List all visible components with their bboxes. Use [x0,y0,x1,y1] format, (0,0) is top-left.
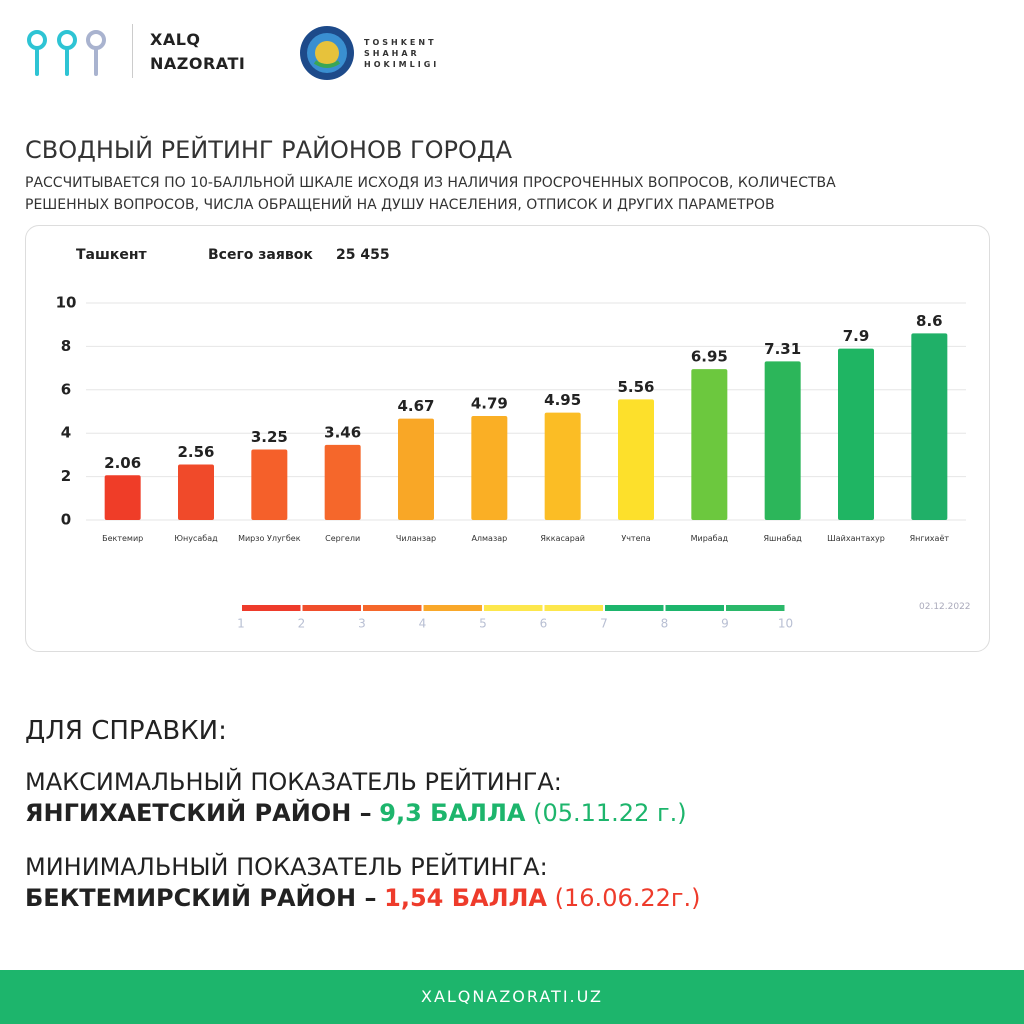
scale-segment [484,605,543,611]
partner-line: HOKIMLIGI [364,60,440,69]
subtitle-line: РАССЧИТЫВАЕТСЯ ПО 10-БАЛЛЬНОЙ ШКАЛЕ ИСХО… [25,175,836,191]
scale-segment [363,605,422,611]
value-label: 2.06 [104,454,141,472]
partner-line: TOSHKENT [364,38,437,47]
value-label: 4.67 [397,397,434,415]
scale-label: 2 [298,617,306,631]
bar [618,399,654,520]
scale-segment [726,605,785,611]
value-label: 3.46 [324,423,361,441]
min-score: 1,54 БАЛЛА [384,884,548,912]
max-label: МАКСИМАЛЬНЫЙ ПОКАЗАТЕЛЬ РЕЙТИНГА: [25,768,562,796]
scale-label: 7 [600,617,608,631]
x-tick-label: Яшнабад [763,534,802,543]
y-tick-label: 10 [56,294,77,312]
total-label: Всего заявок [208,247,313,263]
subtitle-line: РЕШЕННЫХ ВОПРОСОВ, ЧИСЛА ОБРАЩЕНИЙ НА ДУ… [25,197,775,213]
x-tick-label: Мирзо Улугбек [238,534,301,543]
brand-name: XALQ NAZORATI [150,28,245,76]
max-line: ЯНГИХАЕТСКИЙ РАЙОН – 9,3 БАЛЛА (05.11.22… [25,799,687,827]
min-district: БЕКТЕМИРСКИЙ РАЙОН – [25,884,377,912]
brand-line: NAZORATI [150,54,246,73]
scale-segment [423,605,482,611]
chart-card: Ташкент Всего заявок 25 455 02.12.2022 0… [25,225,990,652]
chart: 0 2 4 6 8 10 2.06 2.56 3.25 3.46 4.67 4.79 4.95 5.56 6… [56,294,966,631]
scale-label: 5 [479,617,487,631]
x-tick-label: Юнусабад [174,534,218,543]
x-tick-label: Янгихаёт [909,534,950,543]
value-label: 8.6 [916,312,943,330]
y-tick-label: 4 [61,424,71,442]
value-label: 4.79 [471,395,508,413]
brand-logo [27,30,106,76]
value-label: 3.25 [251,428,288,446]
min-line: БЕКТЕМИРСКИЙ РАЙОН – 1,54 БАЛЛА (16.06.2… [25,884,701,912]
scale-segment [302,605,361,611]
scale-segment [544,605,603,611]
max-district: ЯНГИХАЕТСКИЙ РАЙОН – [25,799,372,827]
bar [251,449,288,520]
scale-segment [665,605,724,611]
x-tick-label: Алмазар [471,534,508,543]
y-tick-label: 6 [61,380,71,398]
x-tick-label: Чиланзар [395,534,437,543]
x-tick-label: Яккасарай [540,534,585,543]
total: 25 455 [336,247,390,263]
scale-label: 6 [540,617,548,631]
partner-name: TOSHKENT SHAHAR HOKIMLIGI [364,37,439,70]
max-score: 9,3 БАЛЛА [379,799,526,827]
x-tick-label: Шайхантахур [827,534,885,543]
bar [838,348,874,520]
y-tick-label: 0 [61,511,71,529]
x-tick-label: Мирабад [690,534,729,543]
title: СВОДНЫЙ РЕЙТИНГ РАЙОНОВ ГОРОДА [25,136,513,164]
city: Ташкент [76,247,147,263]
footer: XALQNAZORATI.UZ [0,970,1024,1024]
bar [178,464,214,520]
bar [764,361,801,520]
y-tick-label: 2 [61,467,71,485]
divider [132,24,133,78]
bar [398,418,434,520]
max-date: (05.11.22 г.) [533,799,687,827]
value-label: 4.95 [544,391,581,409]
x-tick-label: Бектемир [102,534,144,543]
scale-segment [605,605,664,611]
value-label: 7.31 [764,340,801,358]
scale-segment [242,605,301,611]
scale-label: 8 [661,617,669,631]
bar [471,416,508,520]
partner-line: SHAHAR [364,49,420,58]
bar [324,444,361,520]
scale-label: 1 [237,617,245,631]
scale-label: 3 [358,617,366,631]
scale-label: 9 [721,617,729,631]
min-label: МИНИМАЛЬНЫЙ ПОКАЗАТЕЛЬ РЕЙТИНГА: [25,853,548,881]
x-tick-label: Сергели [325,534,361,543]
reference-heading: ДЛЯ СПРАВКИ: [25,716,227,746]
scale-label: 10 [778,617,793,631]
scale-label: 4 [419,617,427,631]
value-label: 5.56 [617,378,654,396]
y-tick-label: 8 [61,337,71,355]
emblem [300,26,354,80]
bar [104,475,141,520]
x-tick-label: Учтепа [621,534,651,543]
value-label: 7.9 [843,327,870,345]
value-label: 6.95 [691,348,728,366]
bar [911,333,948,520]
bar [544,412,581,520]
date: 02.12.2022 [919,602,971,612]
value-label: 2.56 [177,443,214,461]
brand-line: XALQ [150,30,201,49]
bar [691,369,728,520]
min-date: (16.06.22г.) [554,884,701,912]
